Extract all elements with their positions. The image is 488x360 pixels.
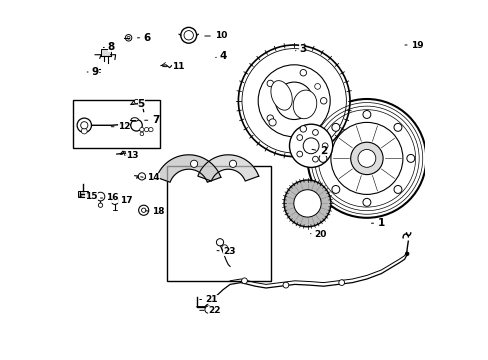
Circle shape <box>111 197 118 204</box>
Text: 20: 20 <box>314 230 326 239</box>
Text: 18: 18 <box>152 207 164 216</box>
Circle shape <box>241 278 247 284</box>
Text: 9: 9 <box>91 67 99 77</box>
Circle shape <box>190 160 197 167</box>
Circle shape <box>312 156 318 162</box>
Circle shape <box>330 122 402 194</box>
Circle shape <box>405 252 408 256</box>
Ellipse shape <box>293 90 316 119</box>
Text: 7: 7 <box>152 115 159 125</box>
Circle shape <box>362 111 370 118</box>
Text: 11: 11 <box>171 62 184 71</box>
Text: 12: 12 <box>118 122 130 131</box>
Circle shape <box>222 245 227 251</box>
Circle shape <box>204 306 212 313</box>
Circle shape <box>296 151 302 157</box>
Circle shape <box>183 31 193 40</box>
Circle shape <box>331 123 339 131</box>
Circle shape <box>81 128 87 134</box>
Bar <box>167 166 271 281</box>
Text: 10: 10 <box>215 31 227 40</box>
Text: 2: 2 <box>320 146 326 156</box>
Circle shape <box>296 135 302 140</box>
Circle shape <box>393 185 401 193</box>
Polygon shape <box>198 155 258 181</box>
Circle shape <box>127 36 130 39</box>
Circle shape <box>283 282 288 288</box>
Text: 15: 15 <box>85 192 98 201</box>
Circle shape <box>300 126 306 132</box>
Circle shape <box>238 45 349 157</box>
Circle shape <box>350 142 382 175</box>
Text: 22: 22 <box>208 306 221 315</box>
Polygon shape <box>156 155 221 182</box>
Circle shape <box>134 99 139 104</box>
Text: 3: 3 <box>299 44 306 54</box>
Bar <box>73 100 160 148</box>
Circle shape <box>314 84 320 89</box>
Circle shape <box>140 132 143 136</box>
Circle shape <box>318 154 326 162</box>
Text: 6: 6 <box>143 33 151 43</box>
Circle shape <box>300 69 306 76</box>
Ellipse shape <box>131 118 138 121</box>
Circle shape <box>303 138 318 154</box>
Circle shape <box>96 192 104 201</box>
Text: 16: 16 <box>106 194 119 202</box>
Circle shape <box>312 130 318 135</box>
Bar <box>78 191 88 197</box>
Bar <box>101 49 110 56</box>
Circle shape <box>393 123 401 131</box>
Circle shape <box>284 180 330 227</box>
Circle shape <box>357 149 375 167</box>
Ellipse shape <box>270 81 292 110</box>
Circle shape <box>362 198 370 206</box>
Circle shape <box>140 127 144 132</box>
Circle shape <box>77 118 91 132</box>
Circle shape <box>98 203 102 207</box>
Circle shape <box>266 115 273 121</box>
Circle shape <box>130 120 142 131</box>
Text: 5: 5 <box>137 99 144 109</box>
Text: 23: 23 <box>223 247 235 256</box>
Circle shape <box>307 99 426 218</box>
Text: 14: 14 <box>147 174 160 182</box>
Text: 4: 4 <box>219 51 226 61</box>
Circle shape <box>148 127 153 132</box>
Circle shape <box>258 65 329 137</box>
Circle shape <box>144 127 148 132</box>
Circle shape <box>275 82 312 120</box>
Circle shape <box>331 185 339 193</box>
Circle shape <box>293 190 321 217</box>
Circle shape <box>216 239 223 246</box>
Text: 1: 1 <box>377 218 384 228</box>
Text: 21: 21 <box>205 295 218 304</box>
Circle shape <box>139 205 148 215</box>
Text: 17: 17 <box>120 197 133 205</box>
Circle shape <box>322 143 327 149</box>
Circle shape <box>141 208 145 212</box>
Circle shape <box>125 35 132 41</box>
Circle shape <box>138 173 145 180</box>
Text: 19: 19 <box>410 40 423 49</box>
Circle shape <box>268 119 276 126</box>
Circle shape <box>338 280 344 285</box>
Circle shape <box>406 154 414 162</box>
Text: 13: 13 <box>126 151 139 160</box>
Circle shape <box>181 27 196 43</box>
Text: 8: 8 <box>107 42 115 52</box>
Circle shape <box>266 80 273 87</box>
Circle shape <box>320 98 326 104</box>
Circle shape <box>289 124 332 167</box>
Circle shape <box>242 49 346 153</box>
Circle shape <box>229 160 236 167</box>
Circle shape <box>81 122 88 129</box>
